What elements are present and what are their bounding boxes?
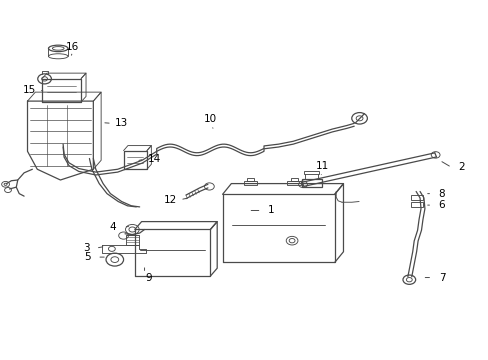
Bar [246, 178, 253, 181]
Ellipse shape [48, 54, 68, 59]
Text: 14: 14 [147, 154, 161, 164]
Text: 6: 6 [438, 200, 445, 210]
Bar [410, 202, 422, 207]
Text: 13: 13 [115, 118, 128, 128]
Text: 15: 15 [22, 85, 36, 95]
Bar [125, 235, 139, 244]
Bar [290, 178, 297, 181]
Text: 4: 4 [109, 222, 116, 231]
Text: 3: 3 [82, 243, 89, 253]
Text: 8: 8 [438, 189, 445, 199]
Bar [287, 181, 301, 185]
Bar [302, 179, 321, 187]
Text: 7: 7 [438, 273, 445, 283]
Bar [304, 171, 318, 174]
Bar [243, 181, 257, 185]
Text: 9: 9 [145, 273, 151, 283]
Text: 10: 10 [203, 114, 217, 124]
Text: 12: 12 [163, 195, 177, 205]
Text: 16: 16 [66, 42, 80, 52]
Text: 2: 2 [457, 162, 464, 172]
Text: 11: 11 [315, 161, 328, 171]
Text: 5: 5 [84, 252, 91, 262]
Bar [410, 195, 422, 200]
Text: 1: 1 [267, 206, 274, 216]
